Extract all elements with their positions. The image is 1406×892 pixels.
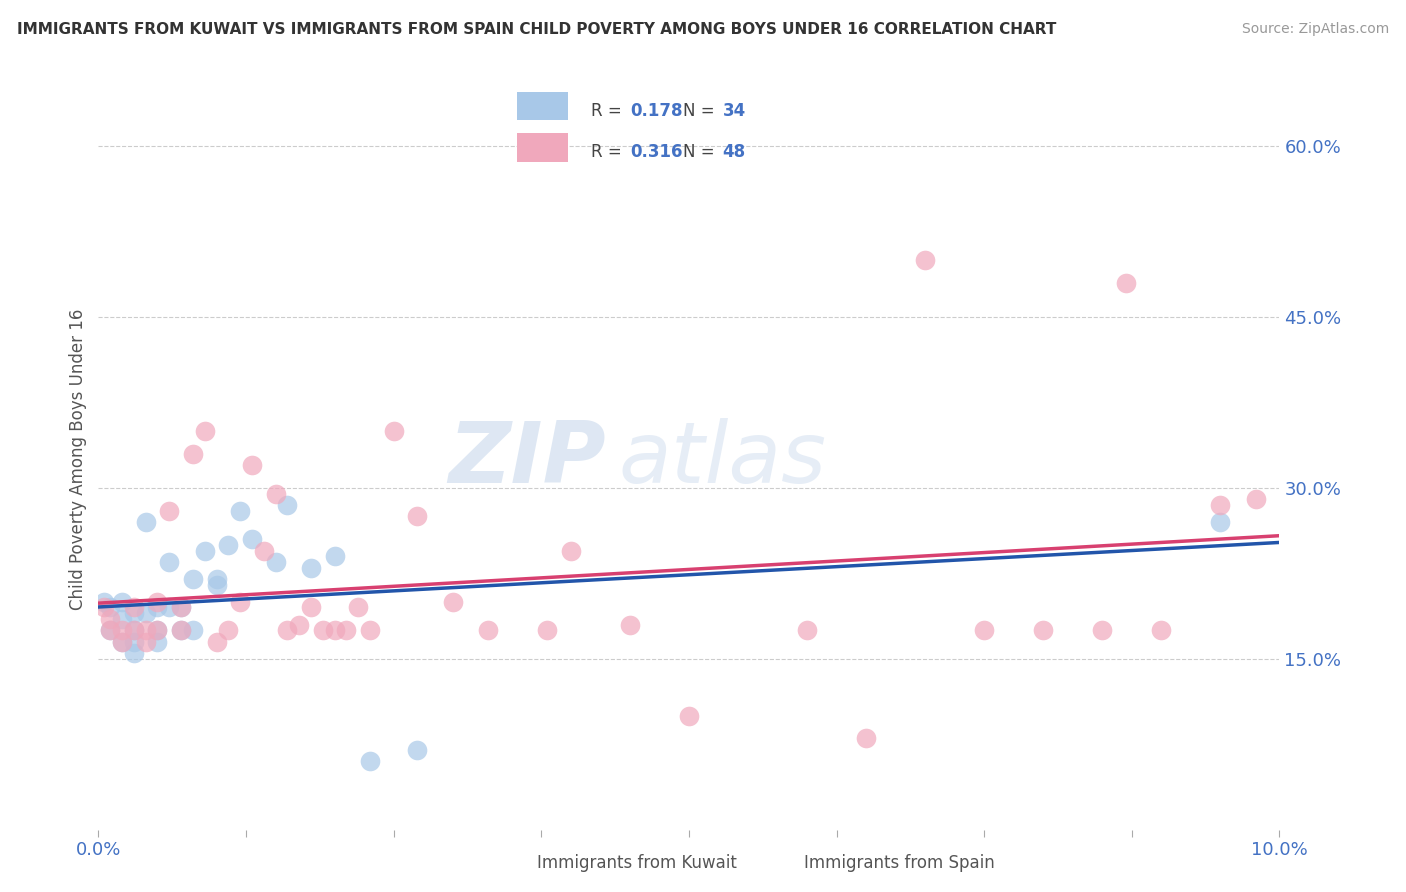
Point — [264, 555, 287, 569]
Point — [240, 532, 263, 546]
Point — [560, 543, 582, 558]
Point — [98, 612, 121, 626]
Point — [406, 743, 429, 757]
Point — [288, 617, 311, 632]
Point — [181, 624, 204, 638]
Point — [678, 708, 700, 723]
Point — [122, 634, 145, 648]
Text: atlas: atlas — [619, 417, 827, 501]
Text: Immigrants from Spain: Immigrants from Spain — [804, 855, 995, 872]
Point — [135, 634, 157, 648]
Point — [312, 624, 335, 638]
Point — [1244, 492, 1267, 507]
Point — [181, 447, 204, 461]
Point — [1032, 624, 1054, 638]
Point — [441, 595, 464, 609]
Y-axis label: Child Poverty Among Boys Under 16: Child Poverty Among Boys Under 16 — [69, 309, 87, 610]
Point — [382, 424, 405, 438]
Text: IMMIGRANTS FROM KUWAIT VS IMMIGRANTS FROM SPAIN CHILD POVERTY AMONG BOYS UNDER 1: IMMIGRANTS FROM KUWAIT VS IMMIGRANTS FRO… — [17, 22, 1056, 37]
Point — [347, 600, 370, 615]
Point — [536, 624, 558, 638]
Point — [1115, 276, 1137, 290]
Point — [157, 555, 180, 569]
Point — [217, 624, 239, 638]
Point — [122, 606, 145, 620]
Point — [1091, 624, 1114, 638]
Text: 48: 48 — [723, 144, 745, 161]
Point — [796, 624, 818, 638]
Point — [93, 595, 115, 609]
FancyBboxPatch shape — [517, 133, 568, 161]
FancyBboxPatch shape — [517, 92, 568, 120]
Point — [146, 600, 169, 615]
Point — [170, 624, 193, 638]
Point — [98, 624, 121, 638]
Point — [299, 560, 322, 574]
Point — [122, 624, 145, 638]
Point — [406, 509, 429, 524]
Point — [146, 624, 169, 638]
Point — [146, 624, 169, 638]
Point — [1150, 624, 1173, 638]
Text: Immigrants from Kuwait: Immigrants from Kuwait — [537, 855, 737, 872]
Point — [122, 646, 145, 660]
Point — [170, 624, 193, 638]
Point — [135, 515, 157, 529]
Point — [323, 624, 346, 638]
Point — [135, 606, 157, 620]
Point — [122, 600, 145, 615]
Text: N =: N = — [683, 144, 720, 161]
Point — [205, 634, 228, 648]
Point — [111, 634, 134, 648]
Point — [264, 486, 287, 500]
Point — [170, 600, 193, 615]
Point — [1209, 498, 1232, 512]
Text: R =: R = — [591, 144, 627, 161]
Point — [217, 538, 239, 552]
Point — [229, 595, 252, 609]
Text: R =: R = — [591, 102, 627, 120]
Point — [111, 634, 134, 648]
Point — [973, 624, 995, 638]
Point — [323, 549, 346, 564]
Point — [205, 577, 228, 591]
Point — [205, 572, 228, 586]
Point — [229, 503, 252, 517]
Point — [98, 600, 121, 615]
Point — [619, 617, 641, 632]
Point — [157, 503, 180, 517]
Point — [111, 624, 134, 638]
Point — [1209, 515, 1232, 529]
Text: ZIP: ZIP — [449, 417, 606, 501]
Point — [111, 612, 134, 626]
Point — [240, 458, 263, 472]
Point — [253, 543, 276, 558]
Point — [93, 600, 115, 615]
Point — [157, 600, 180, 615]
Point — [914, 253, 936, 268]
Point — [194, 424, 217, 438]
Point — [276, 624, 298, 638]
Text: 0.316: 0.316 — [630, 144, 682, 161]
Point — [276, 498, 298, 512]
Text: Source: ZipAtlas.com: Source: ZipAtlas.com — [1241, 22, 1389, 37]
Point — [299, 600, 322, 615]
Point — [170, 600, 193, 615]
Point — [855, 731, 877, 746]
Point — [359, 624, 381, 638]
Point — [146, 595, 169, 609]
Point — [359, 754, 381, 768]
Point — [146, 634, 169, 648]
Point — [477, 624, 499, 638]
Point — [98, 624, 121, 638]
Point — [194, 543, 217, 558]
Point — [135, 624, 157, 638]
Point — [335, 624, 357, 638]
Point — [111, 595, 134, 609]
Text: N =: N = — [683, 102, 720, 120]
Point — [122, 624, 145, 638]
Text: 0.178: 0.178 — [630, 102, 682, 120]
Text: 34: 34 — [723, 102, 747, 120]
Point — [181, 572, 204, 586]
